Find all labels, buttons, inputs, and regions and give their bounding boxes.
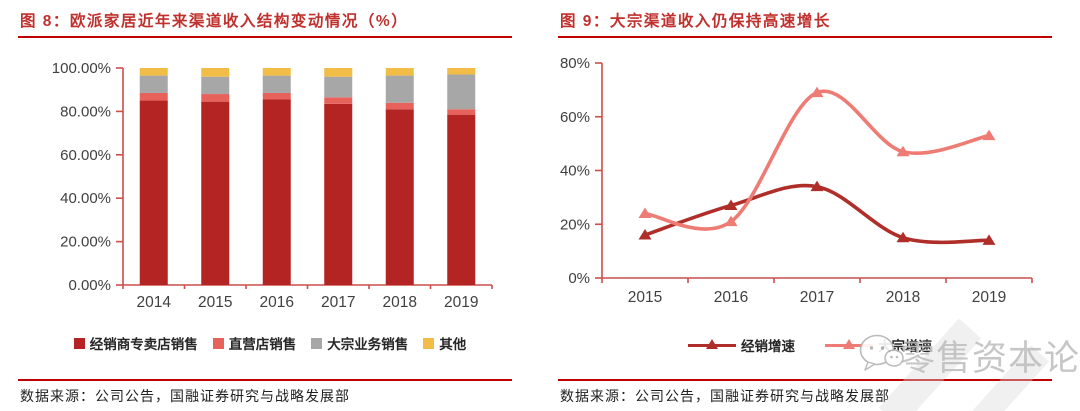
bulk-business-swatch-icon [311,337,323,349]
figure-9-bottom-rule [558,379,1052,381]
svg-text:0%: 0% [568,270,590,287]
dealer-stores-swatch-icon [73,337,85,349]
svg-text:80%: 80% [560,55,590,72]
svg-text:2019: 2019 [972,289,1006,306]
bulk-growth-line-marker-icon [825,338,873,352]
wechat-chat-bubbles-icon [859,334,904,371]
legend-item-dealer-growth: 经销增速 [688,335,795,355]
direct-stores-swatch-icon [212,337,224,349]
legend-label-dealer-growth: 经销增速 [741,339,795,354]
channel-revenue-stacked-bar-chart: 0.00% 20.00% 40.00% 60.00% 80.00% 100.00% 2014… [52,60,493,311]
svg-text:2017: 2017 [800,289,834,306]
other-swatch-icon [423,337,435,349]
figure-9-source: 数据来源：公司公告，国融证券研究与战略发展部 [560,388,890,404]
svg-text:0.00%: 0.00% [68,277,111,294]
figure-9: 图 9：大宗渠道收入仍保持高速增长 0% 20% 40% 60% 80% 2015 2016… [540,0,1080,411]
figure-8-legend: 经销商专卖店销售 直营店销售 大宗业务销售 其他 [0,333,540,353]
legend-item-direct-stores: 直营店销售 [212,333,297,353]
legend-item-other: 其他 [423,333,466,353]
legend-label-direct-stores: 直营店销售 [228,337,297,352]
legend-item-bulk-business: 大宗业务销售 [311,333,408,353]
svg-text:100.00%: 100.00% [52,60,111,77]
svg-text:60.00%: 60.00% [60,147,111,164]
svg-text:2014: 2014 [137,294,172,311]
svg-text:2019: 2019 [444,294,478,311]
dealer-growth-line-marker-icon [688,338,736,352]
svg-text:2015: 2015 [198,294,232,311]
svg-text:40%: 40% [560,163,590,180]
svg-text:60%: 60% [560,109,590,126]
figure-8-title: 图 8：欧派家居近年来渠道收入结构变动情况（%） [20,13,409,30]
svg-text:20.00%: 20.00% [60,234,111,251]
figure-8: 图 8：欧派家居近年来渠道收入结构变动情况（%） 0.00% 20.00% 40.0… [0,13,540,404]
svg-text:2018: 2018 [383,294,417,311]
svg-text:2016: 2016 [260,294,294,311]
legend-label-dealer-stores: 经销商专卖店销售 [89,337,198,352]
svg-text:40.00%: 40.00% [60,190,111,207]
svg-text:2018: 2018 [886,289,920,306]
figure-9-title: 图 9：大宗渠道收入仍保持高速增长 [560,13,831,30]
svg-text:2017: 2017 [321,294,355,311]
svg-text:2015: 2015 [628,289,662,306]
legend-label-other: 其他 [439,337,467,352]
svg-text:80.00%: 80.00% [60,103,111,120]
figure-9-title-rule [558,36,1052,38]
legend-label-bulk-business: 大宗业务销售 [327,337,409,352]
figure-8-title-rule [18,36,512,38]
watermark-text: 零售资本论 [900,339,1080,378]
figure-8-bottom-rule [18,379,512,381]
figure-8-source: 数据来源：公司公告，国融证券研究与战略发展部 [20,388,350,404]
svg-text:2016: 2016 [714,289,748,306]
growth-rate-line-chart: 0% 20% 40% 60% 80% 2015 2016 2017 2018 2019 [560,55,1033,306]
svg-text:20%: 20% [560,216,590,233]
legend-item-dealer-stores: 经销商专卖店销售 [73,333,198,353]
